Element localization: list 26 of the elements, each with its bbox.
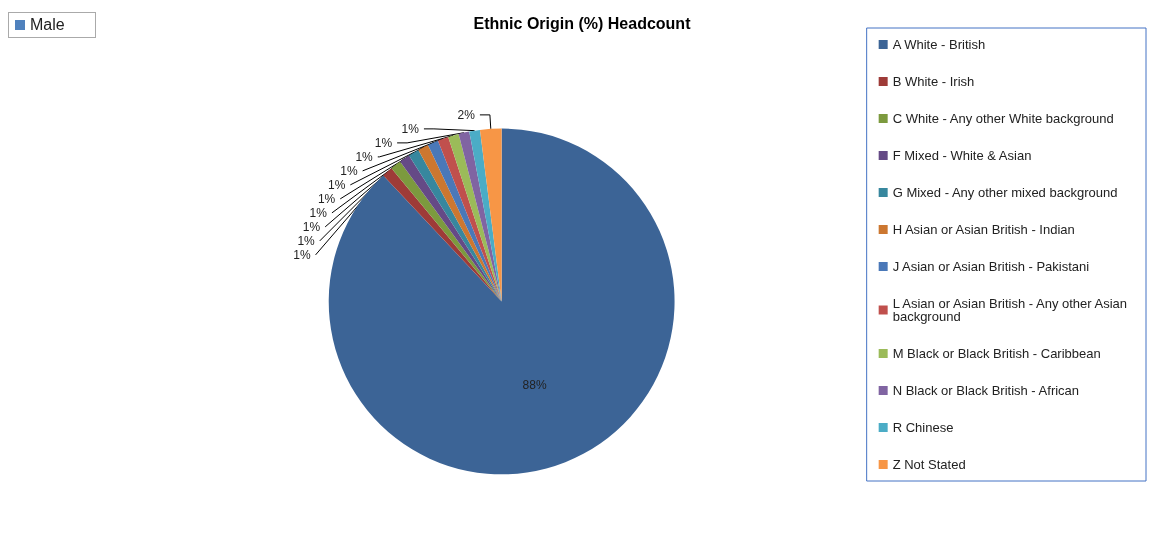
- text: Male: [30, 16, 65, 34]
- data-label: 1%: [340, 163, 358, 178]
- legend-label: N Black or Black British - African: [892, 383, 1080, 398]
- legend-label: F Mixed - White & Asian: [892, 148, 1032, 163]
- data-label: 1%: [317, 191, 336, 206]
- chart-title: Ethnic Origin (%) Headcount: [473, 14, 692, 32]
- legend-label: J Asian or Asian British - Pakistani: [892, 259, 1090, 274]
- legend-label: G Mixed - Any other mixed background: [892, 185, 1118, 200]
- data-label: 88%: [522, 377, 547, 392]
- data-label: 2%: [457, 107, 476, 122]
- data-label: 1%: [374, 135, 393, 150]
- data-label: 1%: [327, 177, 346, 192]
- legend-label: C White - Any other White background: [892, 111, 1114, 126]
- data-label: 1%: [401, 121, 420, 136]
- legend-label: B White - Irish: [892, 74, 975, 89]
- legend-label: L Asian or Asian British - Any other Asian background: [892, 296, 1131, 324]
- data-label: 1%: [302, 219, 321, 234]
- data-label: 1%: [297, 233, 316, 248]
- data-label: 1%: [293, 247, 311, 262]
- data-label: 1%: [355, 149, 374, 164]
- data-label: 1%: [309, 205, 328, 220]
- legend-label: R Chinese: [892, 420, 954, 435]
- legend-label: Z Not Stated: [892, 457, 966, 472]
- legend-label: M Black or Black British - Caribbean: [892, 346, 1101, 361]
- legend-label: H Asian or Asian British - Indian: [892, 222, 1075, 237]
- legend-label: A White - British: [892, 37, 986, 52]
